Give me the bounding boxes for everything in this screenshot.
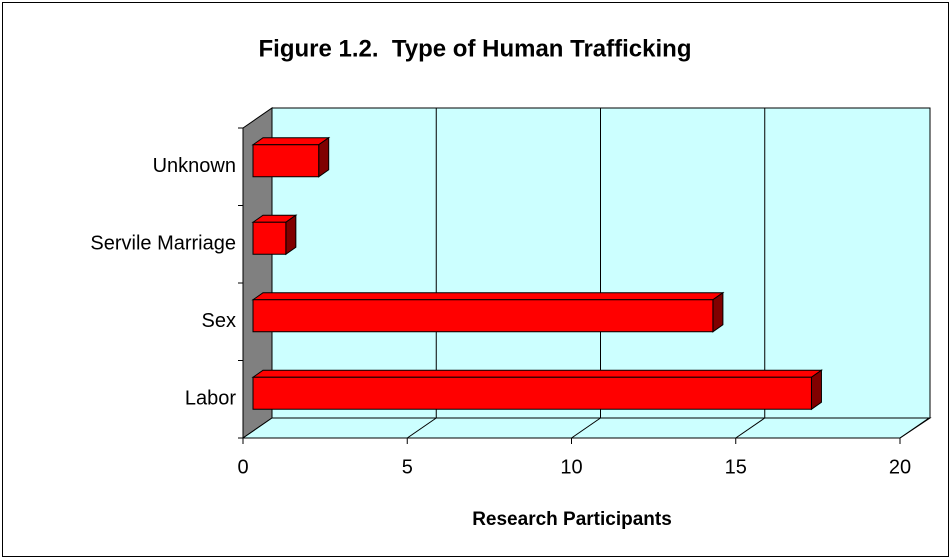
x-tick-label: 20 (889, 456, 911, 478)
bar-front (252, 144, 320, 178)
x-tick-label: 15 (725, 456, 747, 478)
floor-grid-line (899, 417, 930, 439)
bar (251, 136, 331, 178)
bar-top (251, 369, 824, 378)
bar-side (712, 291, 724, 333)
bar (251, 369, 824, 411)
y-tick-label: Sex (202, 310, 236, 332)
bar-top (251, 292, 725, 301)
floor-grid-line (406, 417, 437, 439)
x-axis-title: Research Participants (472, 509, 672, 530)
chart-title: Figure 1.2. Type of Human Trafficking (259, 35, 692, 62)
floor-grid-line (571, 417, 601, 439)
bar (251, 291, 725, 333)
bar-top (251, 137, 331, 146)
x-tick-label: 10 (560, 456, 582, 478)
bar (251, 214, 298, 256)
x-tick-label: 0 (237, 456, 248, 478)
y-tick-label: Labor (185, 388, 236, 410)
x-tick-label: 5 (402, 456, 413, 478)
y-tick-label: Unknown (153, 155, 236, 177)
y-tick-label: Servile Marriage (90, 233, 236, 255)
bar-front (252, 299, 714, 333)
bar-side (285, 214, 297, 256)
bar-front (252, 376, 812, 410)
floor-grid-line (735, 417, 766, 439)
bar-side (810, 369, 822, 411)
bar-front (252, 221, 287, 255)
bar-side (318, 136, 330, 178)
